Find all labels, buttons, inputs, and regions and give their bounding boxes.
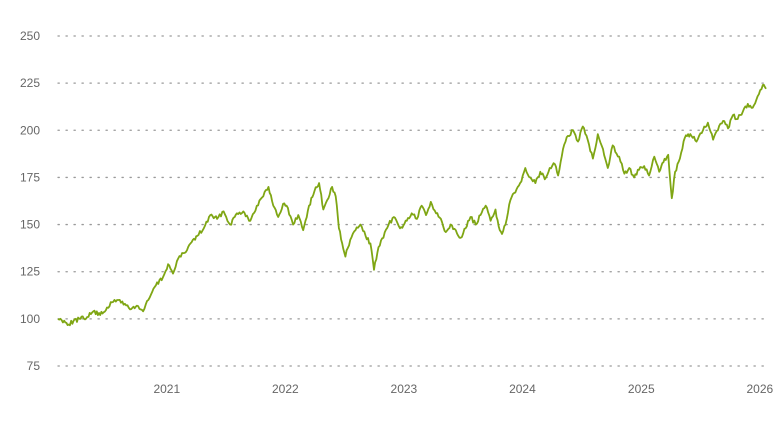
y-gridlines xyxy=(57,35,767,367)
x-tick-label: 2021 xyxy=(153,382,180,396)
x-tick-label: 2026 xyxy=(746,382,773,396)
series-line xyxy=(57,83,767,327)
y-tick-label: 175 xyxy=(20,170,40,184)
x-tick-label: 2023 xyxy=(391,382,418,396)
y-tick-label: 200 xyxy=(20,123,40,137)
y-tick-label: 125 xyxy=(20,265,40,279)
y-tick-label: 75 xyxy=(27,359,41,373)
y-tick-label: 225 xyxy=(20,76,40,90)
x-tick-label: 2022 xyxy=(272,382,299,396)
y-tick-label: 100 xyxy=(20,312,40,326)
y-tick-label: 150 xyxy=(20,218,40,232)
y-axis-tick-labels: 75 100 125 150 175 200 225 250 xyxy=(20,29,40,373)
y-tick-label: 250 xyxy=(20,29,40,43)
series-layer xyxy=(57,83,767,327)
x-axis-tick-labels: 2021 2022 2023 2024 2025 2026 xyxy=(153,382,773,396)
x-tick-label: 2024 xyxy=(509,382,536,396)
x-tick-label: 2025 xyxy=(628,382,655,396)
